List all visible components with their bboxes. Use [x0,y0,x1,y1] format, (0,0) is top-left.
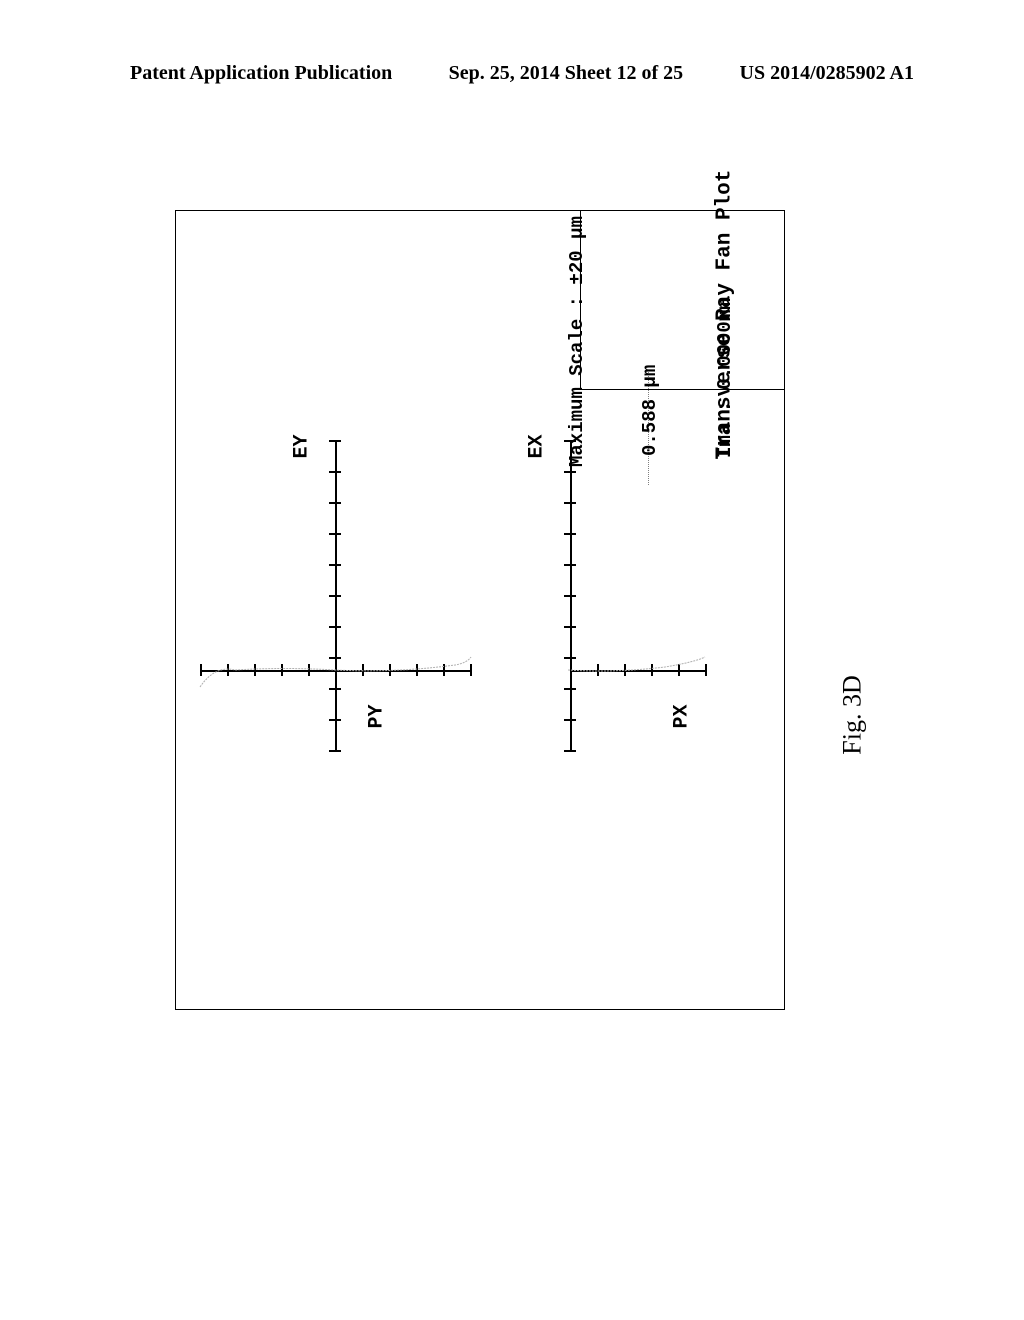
legend-frame [580,210,785,390]
ey-label: EY [291,434,314,458]
right-plot: EX PX [495,440,695,980]
header-right: US 2014/0285902 A1 [740,62,914,85]
right-curve [565,655,710,685]
header-center: Sep. 25, 2014 Sheet 12 of 25 [449,62,683,85]
py-label: PY [366,704,389,728]
header-left: Patent Application Publication [130,62,392,85]
ima-label: Ima : 0.0000mm [714,158,736,458]
page-header: Patent Application Publication Sep. 25, … [0,62,1024,85]
left-plot: EY PY [195,440,475,980]
px-label: PX [671,704,694,728]
ex-label: EX [526,434,549,458]
wavelength-label: 0.588 μm [639,156,661,456]
figure-label: Fig. 3D [838,675,868,754]
left-curve [195,655,475,695]
max-scale-label: Maximum Scale : ±20 μm [566,147,588,467]
